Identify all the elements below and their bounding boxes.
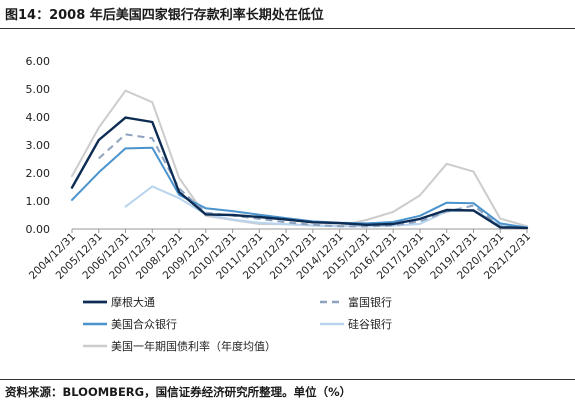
y-tick-label: 6.00 [26, 55, 51, 68]
source-note: 资料来源：BLOOMBERG，国信证券经济研究所整理。单位（%） [5, 385, 352, 399]
legend-label: 美国一年期国债利率（年度均值） [111, 339, 276, 353]
series-line [71, 89, 528, 228]
series-line [71, 146, 528, 229]
title-divider [0, 28, 575, 29]
line-chart: 0.00 1.00 2.00 3.00 4.00 5.00 6.00 2004/12/312… [26, 55, 534, 353]
y-tick-label: 1.00 [26, 195, 51, 208]
y-axis: 0.00 1.00 2.00 3.00 4.00 5.00 6.00 [26, 55, 51, 236]
legend-label: 硅谷银行 [348, 317, 392, 331]
series-line [70, 116, 529, 230]
figure-title: 图14：2008 年后美国四家银行存款利率长期处在低位 [5, 8, 324, 23]
y-tick-label: 5.00 [26, 83, 51, 96]
legend-label: 摩根大通 [111, 295, 155, 309]
y-tick-label: 0.00 [26, 223, 51, 236]
source-divider [0, 379, 575, 380]
legend-label: 美国合众银行 [111, 317, 177, 331]
y-tick-label: 2.00 [26, 167, 51, 180]
y-tick-label: 3.00 [26, 139, 51, 152]
series-lines [70, 89, 529, 230]
y-tick-label: 4.00 [26, 111, 51, 124]
legend-label: 富国银行 [348, 295, 392, 309]
x-axis: 2004/12/312005/12/312006/12/312007/12/31… [27, 229, 533, 282]
